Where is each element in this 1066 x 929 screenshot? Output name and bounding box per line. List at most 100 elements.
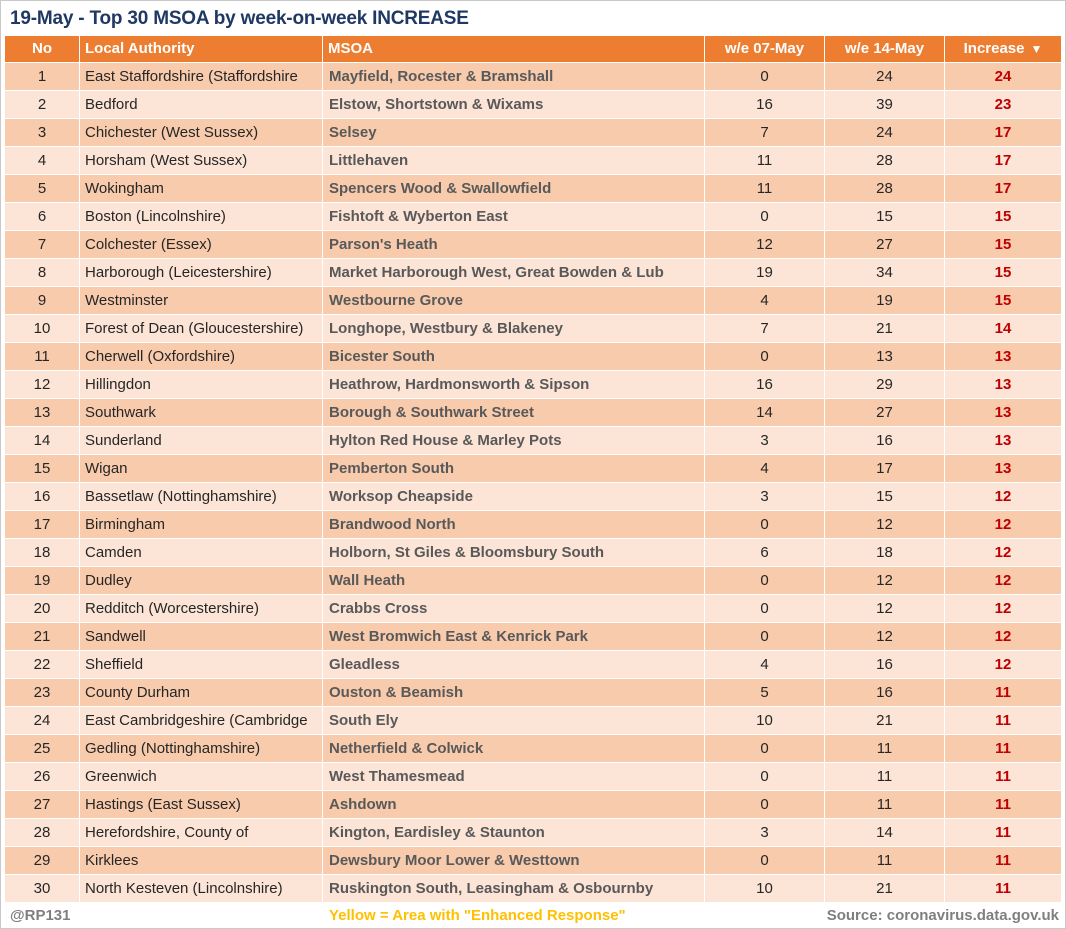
row-no-cell: 9: [5, 287, 80, 315]
we-07-may-cell: 0: [705, 63, 825, 91]
row-no-cell: 27: [5, 791, 80, 819]
increase-cell: 11: [945, 707, 1061, 735]
msoa-cell: Wall Heath: [323, 567, 705, 595]
msoa-cell: Ruskington South, Leasingham & Osbournby: [323, 875, 705, 903]
we-07-may-cell: 3: [705, 819, 825, 847]
local-authority-cell: North Kesteven (Lincolnshire): [80, 875, 323, 903]
table-row: 4 Horsham (West Sussex) Littlehaven 11 28 17: [5, 147, 1061, 175]
we-14-may-cell: 16: [825, 651, 945, 679]
table-row: 29 Kirklees Dewsbury Moor Lower & Westtown…: [5, 847, 1061, 875]
row-no-cell: 7: [5, 231, 80, 259]
we-14-may-cell: 11: [825, 791, 945, 819]
local-authority-cell: County Durham: [80, 679, 323, 707]
row-no-cell: 13: [5, 399, 80, 427]
local-authority-cell: Colchester (Essex): [80, 231, 323, 259]
msoa-cell: Spencers Wood & Swallowfield: [323, 175, 705, 203]
we-14-may-cell: 12: [825, 567, 945, 595]
footer: @RP131 Yellow = Area with "Enhanced Resp…: [5, 903, 1061, 928]
we-07-may-cell: 11: [705, 175, 825, 203]
we-14-may-cell: 19: [825, 287, 945, 315]
we-14-may-cell: 16: [825, 427, 945, 455]
row-no-cell: 20: [5, 595, 80, 623]
local-authority-cell: Kirklees: [80, 847, 323, 875]
increase-cell: 17: [945, 175, 1061, 203]
we-14-may-cell: 12: [825, 511, 945, 539]
we-07-may-cell: 0: [705, 343, 825, 371]
msoa-cell: Pemberton South: [323, 455, 705, 483]
row-no-cell: 3: [5, 119, 80, 147]
row-no-cell: 18: [5, 539, 80, 567]
increase-cell: 17: [945, 147, 1061, 175]
increase-cell: 13: [945, 343, 1061, 371]
table-row: 1 East Staffordshire (Staffordshire Mayfie…: [5, 63, 1061, 91]
msoa-cell: Elstow, Shortstown & Wixams: [323, 91, 705, 119]
we-07-may-cell: 0: [705, 847, 825, 875]
we-14-may-cell: 21: [825, 707, 945, 735]
msoa-cell: Longhope, Westbury & Blakeney: [323, 315, 705, 343]
increase-cell: 12: [945, 595, 1061, 623]
we-14-may-cell: 13: [825, 343, 945, 371]
msoa-cell: South Ely: [323, 707, 705, 735]
local-authority-cell: Greenwich: [80, 763, 323, 791]
increase-cell: 17: [945, 119, 1061, 147]
we-07-may-cell: 4: [705, 651, 825, 679]
increase-cell: 12: [945, 483, 1061, 511]
local-authority-cell: Dudley: [80, 567, 323, 595]
row-no-cell: 24: [5, 707, 80, 735]
table-row: 6 Boston (Lincolnshire) Fishtoft & Wyberto…: [5, 203, 1061, 231]
we-14-may-cell: 24: [825, 119, 945, 147]
local-authority-cell: Chichester (West Sussex): [80, 119, 323, 147]
msoa-cell: Ashdown: [323, 791, 705, 819]
msoa-cell: West Bromwich East & Kenrick Park: [323, 623, 705, 651]
local-authority-cell: Wigan: [80, 455, 323, 483]
increase-cell: 23: [945, 91, 1061, 119]
increase-cell: 11: [945, 679, 1061, 707]
increase-cell: 15: [945, 259, 1061, 287]
col-header-increase[interactable]: Increase ▼: [945, 36, 1061, 62]
table-row: 11 Cherwell (Oxfordshire) Bicester South 0 1…: [5, 343, 1061, 371]
msoa-table: No Local Authority MSOA w/e 07-May w/e 1…: [5, 36, 1061, 903]
table-row: 22 Sheffield Gleadless 4 16 12: [5, 651, 1061, 679]
local-authority-cell: Horsham (West Sussex): [80, 147, 323, 175]
increase-cell: 11: [945, 875, 1061, 903]
we-07-may-cell: 0: [705, 735, 825, 763]
row-no-cell: 19: [5, 567, 80, 595]
table-row: 12 Hillingdon Heathrow, Hardmonsworth & Si…: [5, 371, 1061, 399]
enhanced-response-note: Yellow = Area with "Enhanced Response": [329, 907, 626, 924]
row-no-cell: 16: [5, 483, 80, 511]
we-07-may-cell: 11: [705, 147, 825, 175]
msoa-cell: Brandwood North: [323, 511, 705, 539]
we-14-may-cell: 11: [825, 847, 945, 875]
msoa-cell: Mayfield, Rocester & Bramshall: [323, 63, 705, 91]
we-14-may-cell: 11: [825, 763, 945, 791]
we-14-may-cell: 15: [825, 483, 945, 511]
we-14-may-cell: 21: [825, 875, 945, 903]
we-14-may-cell: 14: [825, 819, 945, 847]
local-authority-cell: Hillingdon: [80, 371, 323, 399]
table-row: 21 Sandwell West Bromwich East & Kenrick P…: [5, 623, 1061, 651]
row-no-cell: 22: [5, 651, 80, 679]
row-no-cell: 11: [5, 343, 80, 371]
we-07-may-cell: 0: [705, 791, 825, 819]
msoa-cell: Westbourne Grove: [323, 287, 705, 315]
local-authority-cell: Herefordshire, County of: [80, 819, 323, 847]
we-14-may-cell: 28: [825, 175, 945, 203]
row-no-cell: 5: [5, 175, 80, 203]
local-authority-cell: Boston (Lincolnshire): [80, 203, 323, 231]
we-14-may-cell: 16: [825, 679, 945, 707]
col-header-msoa: MSOA: [323, 36, 705, 62]
row-no-cell: 21: [5, 623, 80, 651]
table-row: 26 Greenwich West Thamesmead 0 11 11: [5, 763, 1061, 791]
msoa-cell: Worksop Cheapside: [323, 483, 705, 511]
we-07-may-cell: 4: [705, 455, 825, 483]
increase-cell: 11: [945, 819, 1061, 847]
table-row: 2 Bedford Elstow, Shortstown & Wixams 16 39 2…: [5, 91, 1061, 119]
table-row: 8 Harborough (Leicestershire) Market Harbo…: [5, 259, 1061, 287]
table-row: 24 East Cambridgeshire (Cambridge South El…: [5, 707, 1061, 735]
local-authority-cell: Harborough (Leicestershire): [80, 259, 323, 287]
table-row: 17 Birmingham Brandwood North 0 12 12: [5, 511, 1061, 539]
we-14-may-cell: 11: [825, 735, 945, 763]
we-14-may-cell: 21: [825, 315, 945, 343]
msoa-cell: Holborn, St Giles & Bloomsbury South: [323, 539, 705, 567]
